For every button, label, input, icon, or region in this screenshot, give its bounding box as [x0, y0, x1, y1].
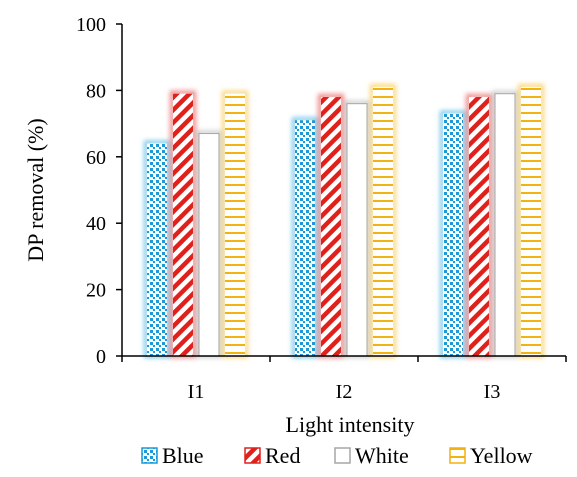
bar-red [469, 97, 489, 356]
x-tick-label: I1 [188, 381, 205, 403]
bars-layer [144, 84, 544, 359]
legend-swatch-white [334, 447, 351, 464]
y-axis-title: DP removal (%) [23, 118, 48, 261]
x-tick-label: I3 [484, 381, 501, 403]
x-tick-label: I2 [336, 381, 353, 403]
legend-swatch-blue [141, 447, 158, 464]
legend-label-red: Red [265, 443, 300, 468]
bar-blue [443, 113, 463, 356]
x-axis-title: Light intensity [286, 412, 415, 437]
bar-red [173, 93, 193, 356]
x-ticks: I1 I2 I3 [121, 356, 567, 403]
legend-label-blue: Blue [162, 443, 204, 468]
y-tick-label: 100 [76, 14, 106, 36]
y-tick-label: 80 [86, 80, 106, 102]
legend-swatch-red [244, 447, 261, 464]
y-tick-label: 60 [86, 147, 106, 169]
bar-yellow [521, 87, 541, 356]
bar-red [321, 97, 341, 356]
legend-swatch-yellow [449, 447, 466, 464]
y-tick-label: 20 [86, 280, 106, 302]
bar-blue [147, 143, 167, 356]
bar-blue [295, 120, 315, 356]
bar-white [494, 93, 516, 357]
legend-label-yellow: Yellow [470, 443, 533, 468]
axes [121, 24, 566, 357]
bar-yellow [225, 93, 245, 356]
y-ticks: 0 20 40 60 80 100 [76, 14, 122, 368]
y-tick-label: 40 [86, 213, 106, 235]
y-tick-label: 0 [96, 346, 106, 368]
legend: Blue Red White Yellow [141, 443, 533, 468]
legend-label-white: White [355, 443, 409, 468]
bar-yellow [373, 87, 393, 356]
bar-white [198, 133, 220, 357]
bar-white [346, 103, 368, 357]
